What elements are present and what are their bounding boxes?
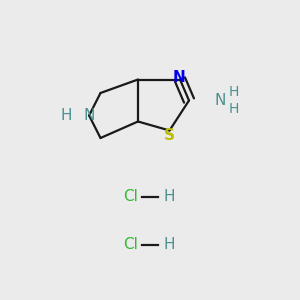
- Text: S: S: [164, 128, 175, 143]
- Text: H: H: [61, 108, 72, 123]
- Text: N: N: [173, 70, 186, 85]
- Text: Cl: Cl: [123, 189, 138, 204]
- Text: H: H: [164, 189, 175, 204]
- Text: H: H: [229, 85, 239, 99]
- Text: Cl: Cl: [123, 237, 138, 252]
- Text: H: H: [164, 237, 175, 252]
- Text: H: H: [229, 102, 239, 116]
- Text: N: N: [83, 108, 95, 123]
- Text: N: N: [214, 93, 226, 108]
